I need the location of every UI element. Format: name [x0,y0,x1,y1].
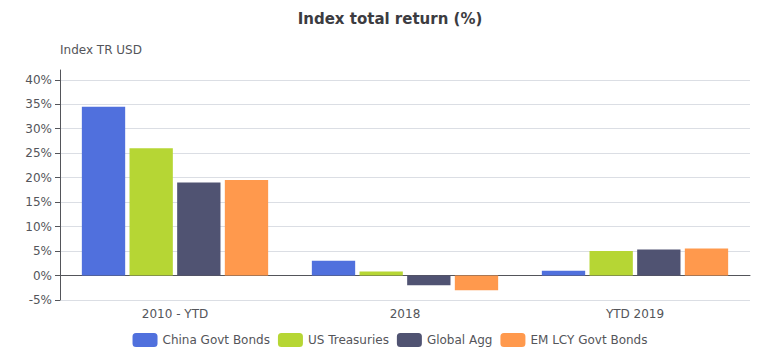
svg-text:Index TR USD: Index TR USD [60,43,142,57]
svg-text:2018: 2018 [390,307,421,321]
svg-text:5%: 5% [33,244,52,258]
svg-text:20%: 20% [25,171,52,185]
svg-text:Global Agg: Global Agg [427,333,493,347]
svg-text:China Govt Bonds: China Govt Bonds [163,333,270,347]
svg-text:40%: 40% [25,73,52,87]
svg-text:15%: 15% [25,195,52,209]
svg-text:US Treasuries: US Treasuries [308,333,389,347]
svg-text:EM LCY Govt Bonds: EM LCY Govt Bonds [530,333,647,347]
svg-text:25%: 25% [25,146,52,160]
svg-text:30%: 30% [25,122,52,136]
svg-text:10%: 10% [25,220,52,234]
svg-text:YTD 2019: YTD 2019 [605,307,664,321]
svg-text:35%: 35% [25,97,52,111]
svg-text:0%: 0% [33,269,52,283]
svg-text:-5%: -5% [29,293,52,307]
svg-text:Index total return (%): Index total return (%) [298,10,483,28]
svg-text:2010 - YTD: 2010 - YTD [142,307,208,321]
